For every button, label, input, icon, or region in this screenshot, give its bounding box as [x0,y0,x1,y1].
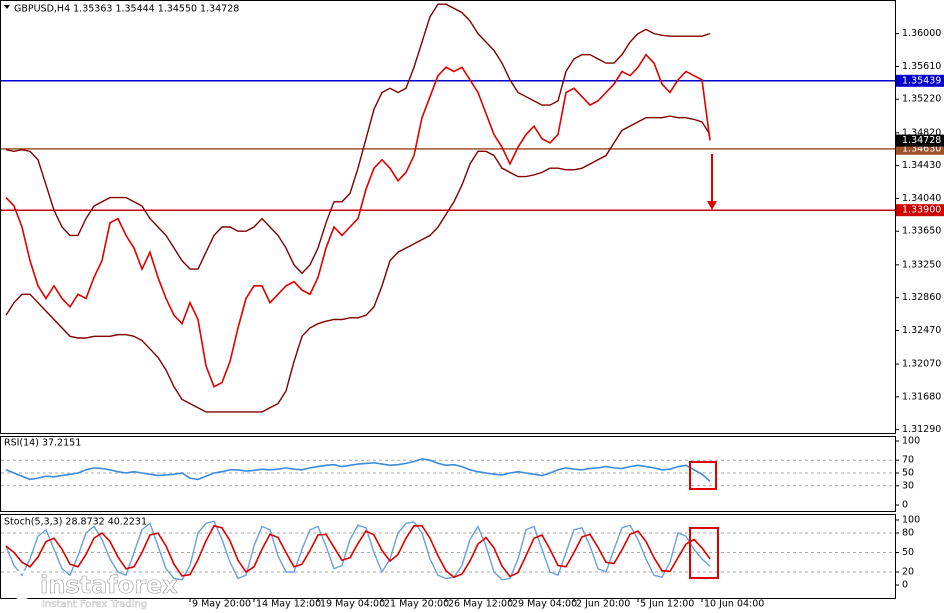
series-line [5,115,711,413]
y-tick-label: 80 [902,528,914,539]
x-tick-label: 5 Jun 12:00 [640,599,694,610]
y-tick-label: 0 [902,500,908,511]
watermark-logo [7,570,37,600]
forecast-arrow-head [707,201,717,210]
x-tick-label: 29 May 04:00 [512,599,577,610]
watermark-brand: instaforex [40,571,178,599]
series-line [5,524,711,579]
stoch-panel-frame [0,514,896,599]
level-tag [896,74,944,87]
y-tick-label: 70 [902,455,914,466]
x-tick-label: 2 Jun 20:00 [576,599,630,610]
y-tick-label: 1.34040 [902,193,941,204]
level-label: 1.33900 [902,205,941,216]
level-label: 1.35439 [902,75,941,86]
collapse-icon [4,5,10,9]
y-tick-label: 50 [902,468,914,479]
plot-layer: 1.36000 1.35610 1.35220 1.34820 1.34430 1.340… [1,3,944,610]
panel-title: GBPUSD,H4 1.35363 1.35444 1.34550 1.3472… [14,4,239,15]
level-label: 1.34630 [902,143,941,154]
x-tick-label: 10 Jun 04:00 [704,599,764,610]
y-tick-label: 100 [902,436,920,447]
y-tick-label: 1.33650 [902,226,941,237]
y-tick-label: 1.32470 [902,325,941,336]
y-tick-label: 50 [902,547,914,558]
rsi-panel-frame [0,436,896,512]
main-panel-frame [0,0,896,434]
x-tick-label: 14 May 12:00 [256,599,321,610]
y-tick-label: 20 [902,567,914,578]
x-tick-label: 26 May 12:00 [448,599,513,610]
series-line [5,458,711,482]
x-tick-label: 19 May 04:00 [320,599,385,610]
series-line [5,520,711,581]
y-tick-label: 1.32070 [902,359,941,370]
x-tick-label: 21 May 20:00 [384,599,449,610]
y-tick-label: 1.33250 [902,259,941,270]
y-tick-label: 1.31680 [902,391,941,402]
y-tick-label: 1.34430 [902,160,941,171]
highlight-box [689,461,717,490]
y-tick-label: 1.34820 [902,127,941,138]
last-price-label: 1.34728 [902,135,941,146]
level-tag [896,204,944,217]
y-tick-label: 30 [902,480,914,491]
y-tick-label: 1.35610 [902,61,941,72]
highlight-box [689,527,719,579]
series-line [5,3,711,275]
y-tick-label: 1.35220 [902,94,941,105]
series-line [5,53,711,388]
panel-title: RSI(14) 37.2151 [4,438,81,449]
last-price-tag [896,134,944,147]
y-tick-label: 1.32860 [902,292,941,303]
y-tick-label: 1.31290 [902,424,941,435]
y-tick-label: 0 [902,580,908,591]
watermark-tagline: Instant Forex Trading [42,599,147,610]
x-tick-label: 9 May 20:00 [192,599,251,610]
panel-title: Stoch(5,3,3) 28.8732 40.2231 [4,517,147,528]
y-tick-label: 1.36000 [902,28,941,39]
y-tick-label: 100 [902,515,920,526]
